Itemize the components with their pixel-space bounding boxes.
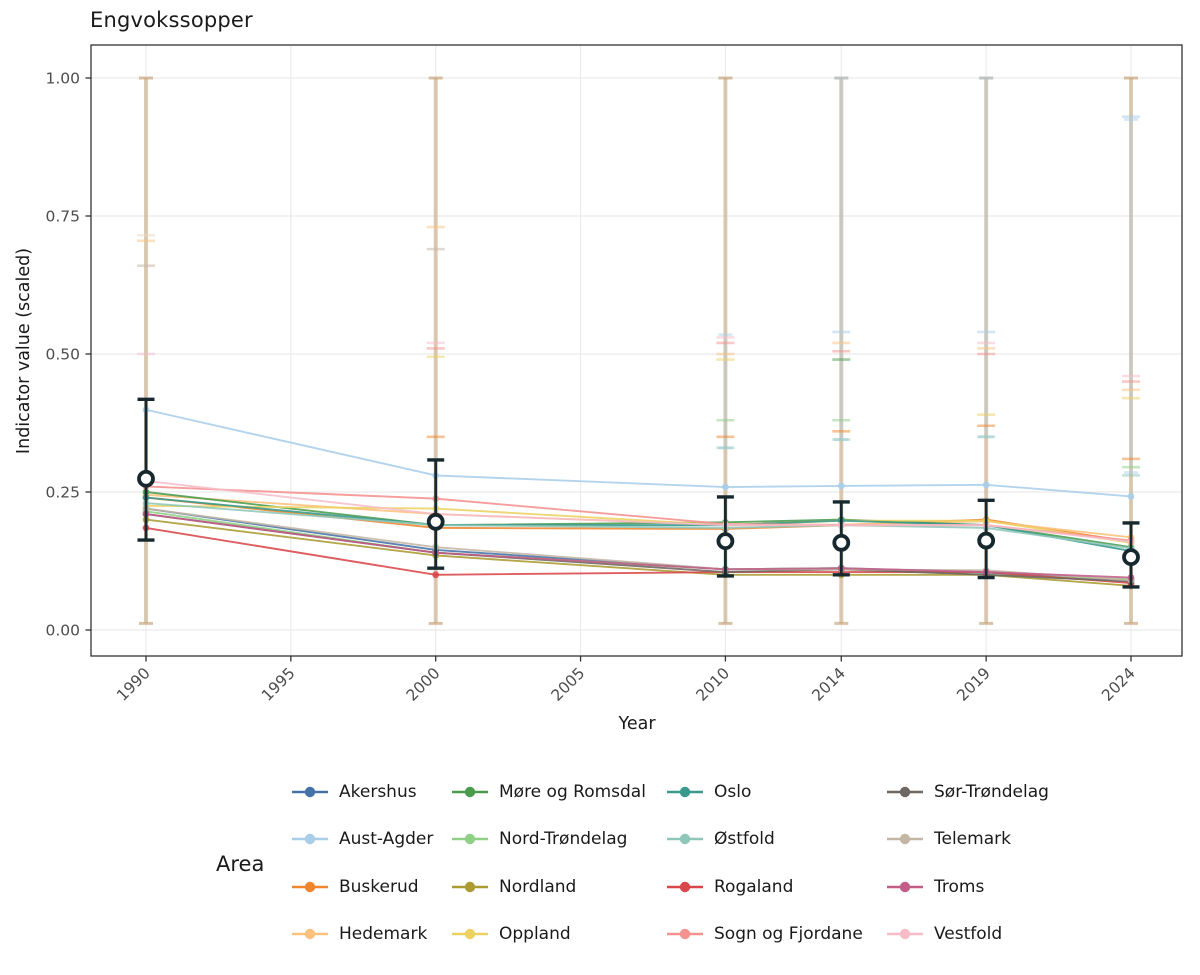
legend-key-icon	[667, 929, 703, 940]
svg-text:1995: 1995	[258, 664, 299, 705]
legend-key-icon	[452, 834, 488, 845]
svg-text:2000: 2000	[403, 664, 444, 705]
legend-item-oslo: Oslo	[665, 768, 863, 816]
legend-key-icon	[887, 881, 923, 892]
legend-label: Troms	[934, 876, 985, 897]
legend-title: Area	[216, 852, 265, 876]
svg-text:0.75: 0.75	[45, 208, 80, 226]
legend-label: Vestfold	[934, 924, 1003, 945]
legend-label: Sør-Trøndelag	[934, 781, 1049, 802]
legend-label: Aust-Agder	[339, 829, 434, 850]
legend-item-nord-trondelag: Nord-Trøndelag	[450, 816, 646, 864]
legend-column: Akershus Aust-Agder Buskerud Hedemark	[290, 768, 433, 958]
svg-text:1990: 1990	[113, 664, 154, 705]
legend-item-aust-agder: Aust-Agder	[290, 816, 433, 864]
legend-column: Sør-Trøndelag Telemark Troms Vestfold	[885, 768, 1049, 958]
legend-item-buskerud: Buskerud	[290, 863, 433, 911]
legend-label: Oslo	[714, 781, 752, 802]
legend-key-icon	[292, 929, 328, 940]
legend-key-icon	[292, 881, 328, 892]
legend-item-oppland: Oppland	[450, 911, 646, 959]
legend-item-ostfold: Østfold	[665, 816, 863, 864]
svg-text:2005: 2005	[548, 664, 589, 705]
y-axis-title: Indicator value (scaled)	[14, 247, 34, 455]
legend-item-nordland: Nordland	[450, 863, 646, 911]
legend-column: Møre og Romsdal Nord-Trøndelag Nordland Opp…	[450, 768, 646, 958]
x-axis-title: Year	[618, 714, 656, 734]
legend-label: Telemark	[934, 829, 1011, 850]
legend-item-akershus: Akershus	[290, 768, 433, 816]
legend-label: Rogaland	[714, 876, 794, 897]
legend-key-icon	[452, 786, 488, 797]
legend-item-hedemark: Hedemark	[290, 911, 433, 959]
legend-item-vestfold: Vestfold	[885, 911, 1049, 959]
chart-plot: 0.00 0.25 0.50 0.75 1.00 1990 1995 2000 2005 2010…	[45, 44, 1183, 705]
legend-label: Sogn og Fjordane	[714, 924, 863, 945]
legend-label: Østfold	[714, 829, 775, 850]
svg-text:1.00: 1.00	[45, 70, 80, 88]
legend-item-more-og-romsdal: Møre og Romsdal	[450, 768, 646, 816]
svg-text:2019: 2019	[953, 664, 994, 705]
chart-title: Engvokssopper	[90, 8, 253, 32]
legend-item-sogn-og-fjordane: Sogn og Fjordane	[665, 911, 863, 959]
legend-label: Buskerud	[339, 876, 419, 897]
legend-label: Nordland	[499, 876, 577, 897]
legend-label: Møre og Romsdal	[499, 781, 646, 802]
svg-text:0.50: 0.50	[45, 346, 80, 364]
legend-key-icon	[452, 929, 488, 940]
svg-text:2014: 2014	[808, 664, 849, 705]
svg-text:2024: 2024	[1098, 664, 1139, 705]
svg-text:0.00: 0.00	[45, 622, 80, 640]
svg-text:0.25: 0.25	[45, 484, 80, 502]
legend-label: Oppland	[499, 924, 571, 945]
legend-label: Akershus	[339, 781, 417, 802]
svg-text:2010: 2010	[693, 664, 734, 705]
legend-item-telemark: Telemark	[885, 816, 1049, 864]
legend-key-icon	[667, 881, 703, 892]
legend-key-icon	[292, 786, 328, 797]
legend-item-rogaland: Rogaland	[665, 863, 863, 911]
legend-key-icon	[887, 834, 923, 845]
legend-item-sor-trondelag: Sør-Trøndelag	[885, 768, 1049, 816]
legend-key-icon	[667, 834, 703, 845]
legend-key-icon	[292, 834, 328, 845]
legend-label: Hedemark	[339, 924, 428, 945]
legend-key-icon	[887, 786, 923, 797]
legend-key-icon	[452, 881, 488, 892]
legend-label: Nord-Trøndelag	[499, 829, 628, 850]
legend-key-icon	[667, 786, 703, 797]
legend-key-icon	[887, 929, 923, 940]
legend-item-troms: Troms	[885, 863, 1049, 911]
legend-column: Oslo Østfold Rogaland Sogn og Fjordane	[665, 768, 863, 958]
